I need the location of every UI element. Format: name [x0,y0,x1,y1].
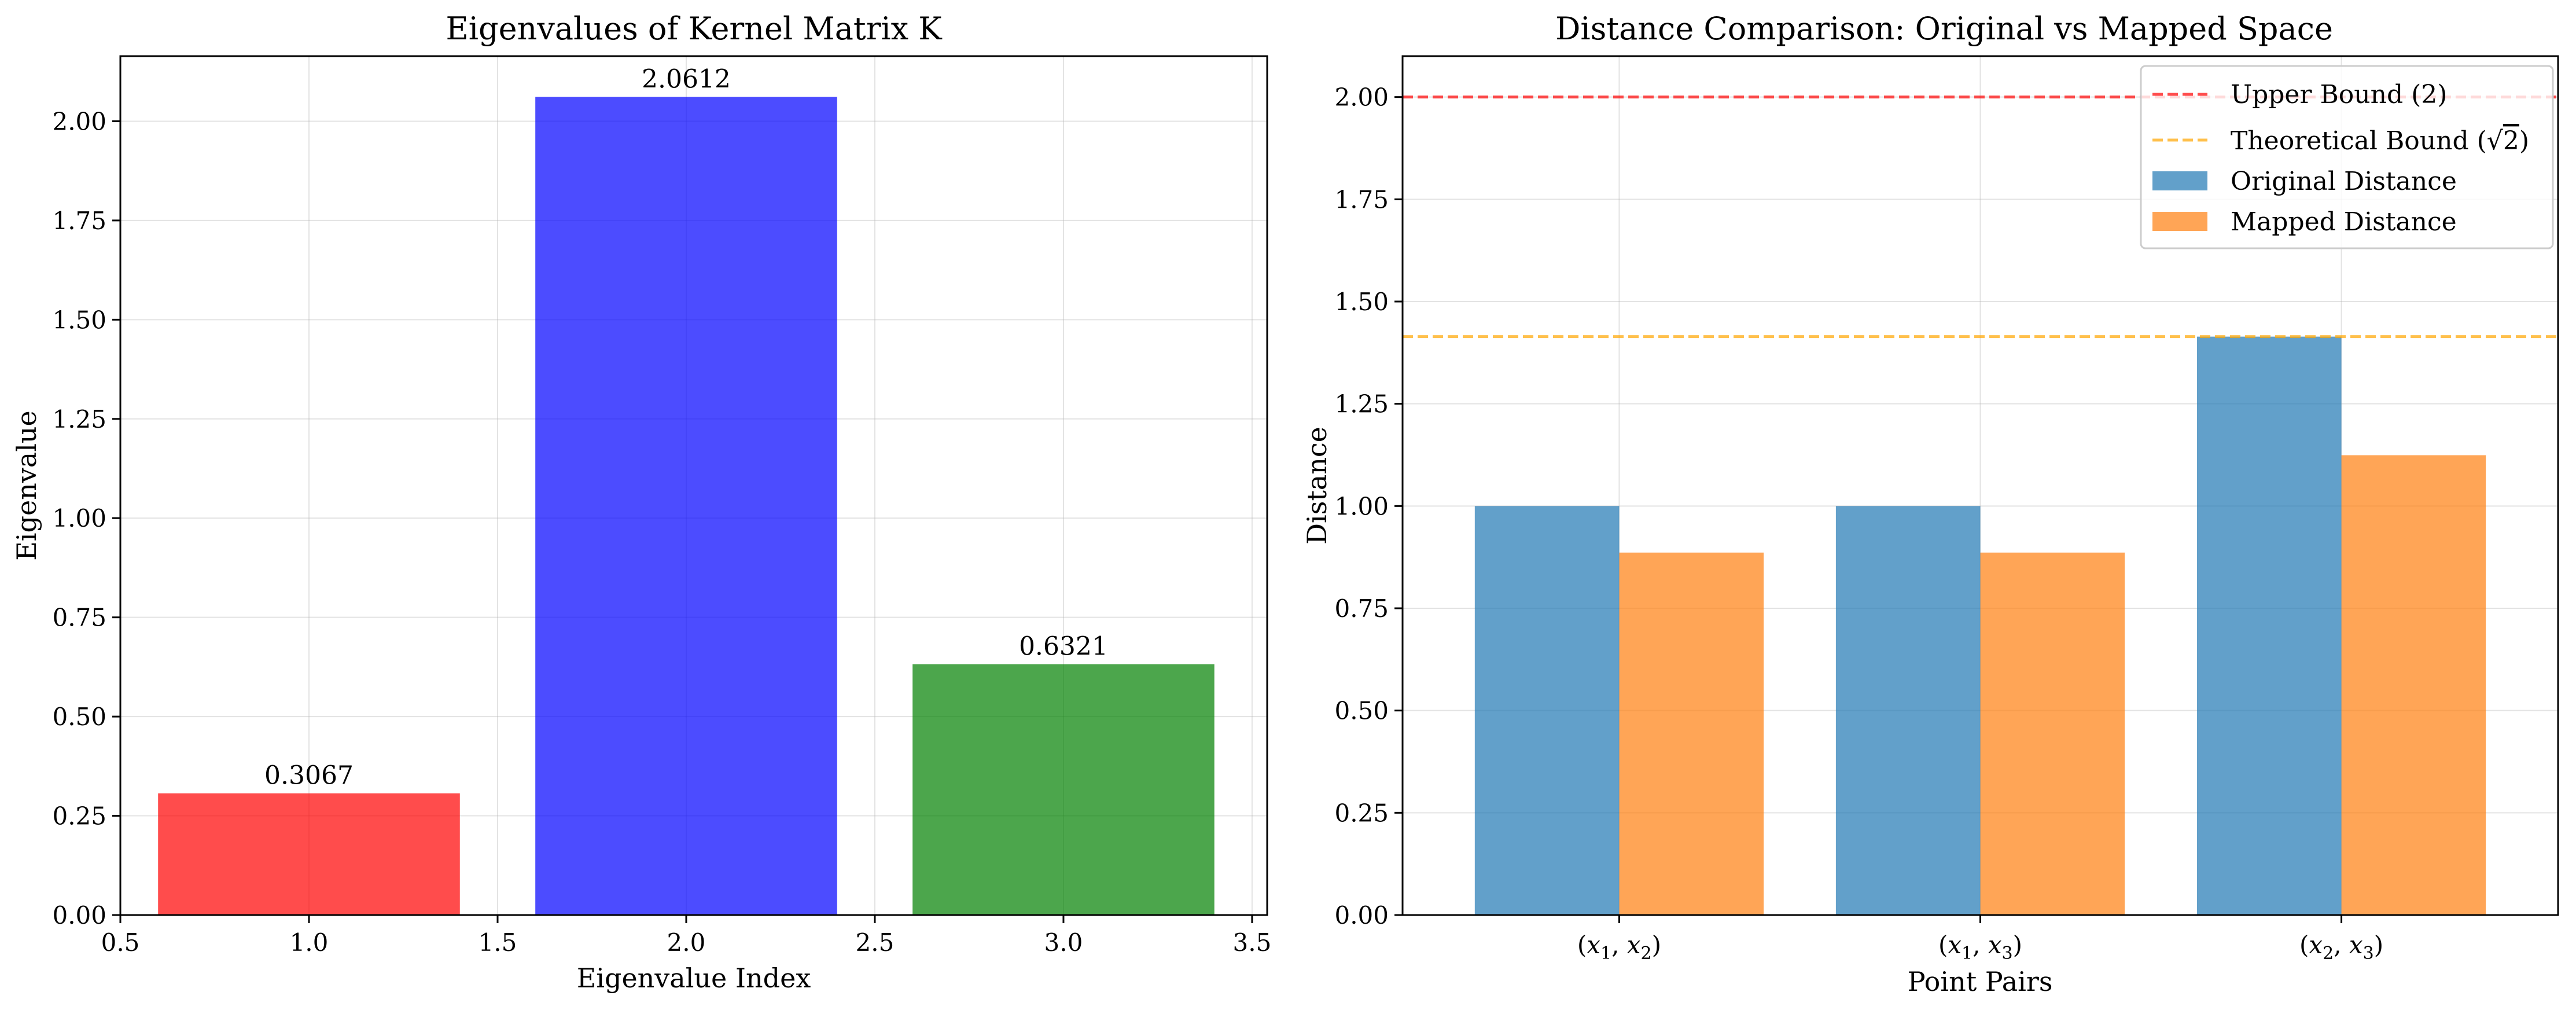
distance-bars [1474,336,2486,915]
mapped-distance-bar-1 [1619,552,1764,915]
distance-y-tick-label-5: 1.25 [1334,390,1389,418]
distance-y-tick-label-8: 2.00 [1334,83,1389,112]
eigenvalue-bar-1 [158,793,460,915]
distance-y-tick-label-2: 0.50 [1334,697,1389,725]
eigenvalue-x-tick-label-4: 2.5 [856,928,895,957]
eigenvalue-y-tick-label-4: 1.00 [52,504,106,532]
distance-y-tick-label-3: 0.75 [1334,594,1389,623]
eigenvalue-x-tick-label-2: 1.5 [479,928,517,957]
eigenvalue-x-axis-label: Eigenvalue Index [577,962,811,994]
distance-legend: Upper Bound (2) Theoretical Bound (√2) O… [2140,65,2554,249]
legend-box [2140,65,2554,249]
eigenvalue-y-tick-label-3: 0.75 [52,604,106,632]
legend-label-theoretical-prefix: Theoretical Bound ( [2231,126,2487,156]
original-distance-bar-2 [1835,506,1981,915]
legend-label-mapped-distance: Mapped Distance [2231,207,2457,237]
eigenvalue-bar-2 [535,97,837,916]
distance-x-tick-label-2: (x1, x3) [1938,931,2022,964]
distance-y-tick-label-0: 0.00 [1334,901,1389,930]
eigenvalue-axes-frame [119,55,1268,916]
eigenvalue-x-tick-label-6: 3.5 [1233,928,1272,957]
original-distance-bar-1 [1474,506,1620,915]
eigenvalue-y-tick-label-5: 1.25 [52,405,106,433]
eigenvalue-y-tick-label-6: 1.50 [52,306,106,334]
distance-y-ticks: 0.00 0.25 0.50 0.75 1.00 1.25 1.50 1.75 2.00 [1334,83,1403,930]
eigenvalue-x-tick-label-0: 0.5 [101,928,140,957]
legend-entry-theoretical-bound: Theoretical Bound (√2) [2152,126,2529,156]
legend-label-original-distance: Original Distance [2231,167,2457,196]
distance-y-tick-label-7: 1.75 [1334,185,1389,214]
distance-y-axis-label: Distance [1301,427,1333,545]
legend-entry-upper-bound: Upper Bound (2) [2152,80,2447,109]
eigenvalue-data-label-2: 2.0612 [642,64,731,94]
legend-label-upper-bound: Upper Bound (2) [2231,80,2447,109]
eigenvalue-data-label-3: 0.6321 [1019,632,1108,662]
legend-entry-original-distance: Original Distance [2152,167,2457,196]
legend-label-theoretical-root: 2 [2503,126,2519,156]
eigenvalue-x-tick-label-1: 1.0 [290,928,329,957]
eigenvalue-chart-title: Eigenvalues of Kernel Matrix K [446,10,943,47]
mapped-distance-bar-2 [1980,552,2125,915]
eigenvalue-y-tick-label-8: 2.00 [52,107,106,135]
distance-x-tick-label-1: (x1, x2) [1577,931,1661,964]
eigenvalue-data-label-1: 0.3067 [264,761,354,791]
legend-label-theoretical-suffix: ) [2519,126,2529,156]
eigenvalue-bars [158,97,1215,916]
eigenvalue-y-ticks: 0.00 0.25 0.50 0.75 1.00 1.25 1.50 1.75 2.00 [52,107,120,930]
legend-label-theoretical-bound: Theoretical Bound (√2) [2231,126,2529,156]
eigenvalue-y-axis-label: Eigenvalue [11,410,42,561]
eigenvalue-x-tick-label-5: 3.0 [1044,928,1083,957]
eigenvalue-bar-3 [912,664,1215,915]
distance-x-ticks: (x1, x2) (x1, x3) (x2, x3) [1577,915,2383,964]
distance-y-tick-label-6: 1.50 [1334,288,1389,316]
mapped-distance-bar-3 [2341,455,2486,915]
legend-entry-mapped-distance: Mapped Distance [2152,207,2457,237]
legend-swatch-mapped-distance [2152,212,2207,231]
distance-chart: Distance Comparison: Original vs Mapped … [1301,10,2559,997]
legend-swatch-original-distance [2152,171,2207,190]
distance-y-tick-label-1: 0.25 [1334,799,1389,827]
original-distance-bar-3 [2196,336,2342,915]
eigenvalue-y-tick-label-2: 0.50 [52,703,106,731]
distance-chart-title: Distance Comparison: Original vs Mapped … [1555,10,2333,47]
eigenvalue-y-tick-label-7: 1.75 [52,207,106,235]
eigenvalue-x-tick-label-3: 2.0 [667,928,706,957]
distance-y-tick-label-4: 1.00 [1334,492,1389,520]
eigenvalue-data-labels: 0.3067 2.0612 0.6321 [264,64,1108,790]
eigenvalue-y-tick-label-0: 0.00 [52,901,106,930]
eigenvalue-x-ticks: 0.5 1.0 1.5 2.0 2.5 3.0 3.5 [101,915,1272,957]
distance-x-axis-label: Point Pairs [1908,966,2053,997]
eigenvalue-chart: Eigenvalues of Kernel Matrix K 0.3067 2.0… [11,10,1271,994]
distance-x-tick-label-3: (x2, x3) [2299,931,2383,964]
sqrt-sign: √ [2487,126,2504,156]
eigenvalue-y-tick-label-1: 0.25 [52,802,106,831]
